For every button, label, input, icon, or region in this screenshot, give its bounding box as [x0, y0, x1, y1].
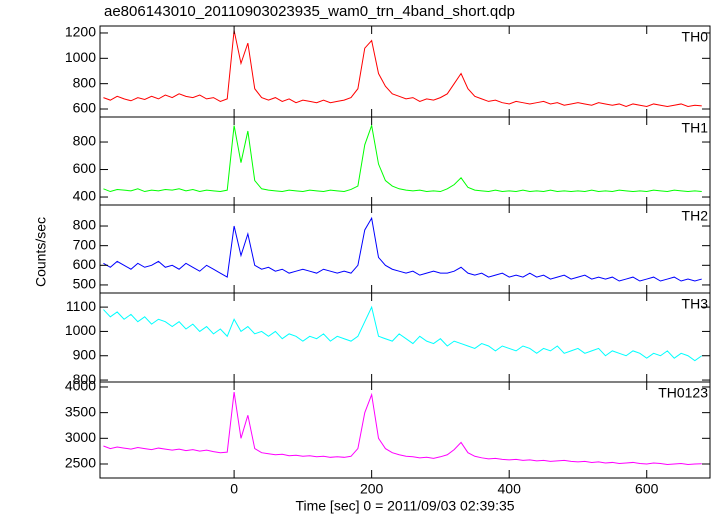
panel-frame	[99, 116, 711, 206]
y-tick-label: 3000	[65, 429, 96, 445]
y-tick-label: 600	[73, 256, 97, 272]
y-tick-label: 900	[73, 346, 97, 362]
y-tick-label: 500	[73, 276, 97, 292]
y-tick-label: 700	[73, 236, 97, 252]
y-tick-label: 1200	[65, 24, 96, 40]
y-tick-label: 4000	[65, 378, 96, 394]
y-tick-label: 3500	[65, 403, 96, 419]
y-tick-label: 800	[73, 74, 97, 90]
panel-frame	[99, 381, 711, 479]
series-line	[103, 123, 702, 193]
panel-label: TH0123	[658, 385, 708, 401]
y-tick-label: 800	[73, 133, 97, 149]
panel-frame	[99, 204, 711, 294]
panel-frame	[99, 25, 711, 118]
panel-label: TH0	[682, 29, 709, 45]
y-tick-label: 2500	[65, 455, 96, 471]
x-tick-label: 400	[498, 481, 522, 497]
x-axis-label: Time [sec] 0 = 2011/09/03 02:39:35	[295, 498, 514, 514]
panel-label: TH1	[682, 120, 709, 136]
y-axis-label: Counts/sec	[33, 217, 49, 287]
y-tick-label: 800	[73, 371, 97, 387]
y-tick-label: 600	[73, 100, 97, 116]
series-line	[103, 216, 702, 282]
y-tick-label: 400	[73, 188, 97, 204]
series-line	[103, 392, 702, 466]
panel-label: TH2	[682, 208, 709, 224]
x-tick-label: 600	[635, 481, 659, 497]
series-line	[103, 305, 703, 362]
y-tick-label: 1000	[65, 49, 96, 65]
x-tick-label: 200	[360, 481, 384, 497]
panel-label: TH3	[682, 296, 709, 312]
y-tick-label: 1100	[66, 298, 96, 314]
y-tick-label: 600	[73, 160, 97, 176]
y-tick-label: 800	[73, 217, 97, 233]
y-tick-label: 1000	[65, 322, 96, 338]
x-tick-label: 0	[230, 481, 238, 497]
chart-title: ae806143010_20110903023935_wam0_trn_4ban…	[104, 3, 515, 20]
series-line	[103, 30, 702, 108]
